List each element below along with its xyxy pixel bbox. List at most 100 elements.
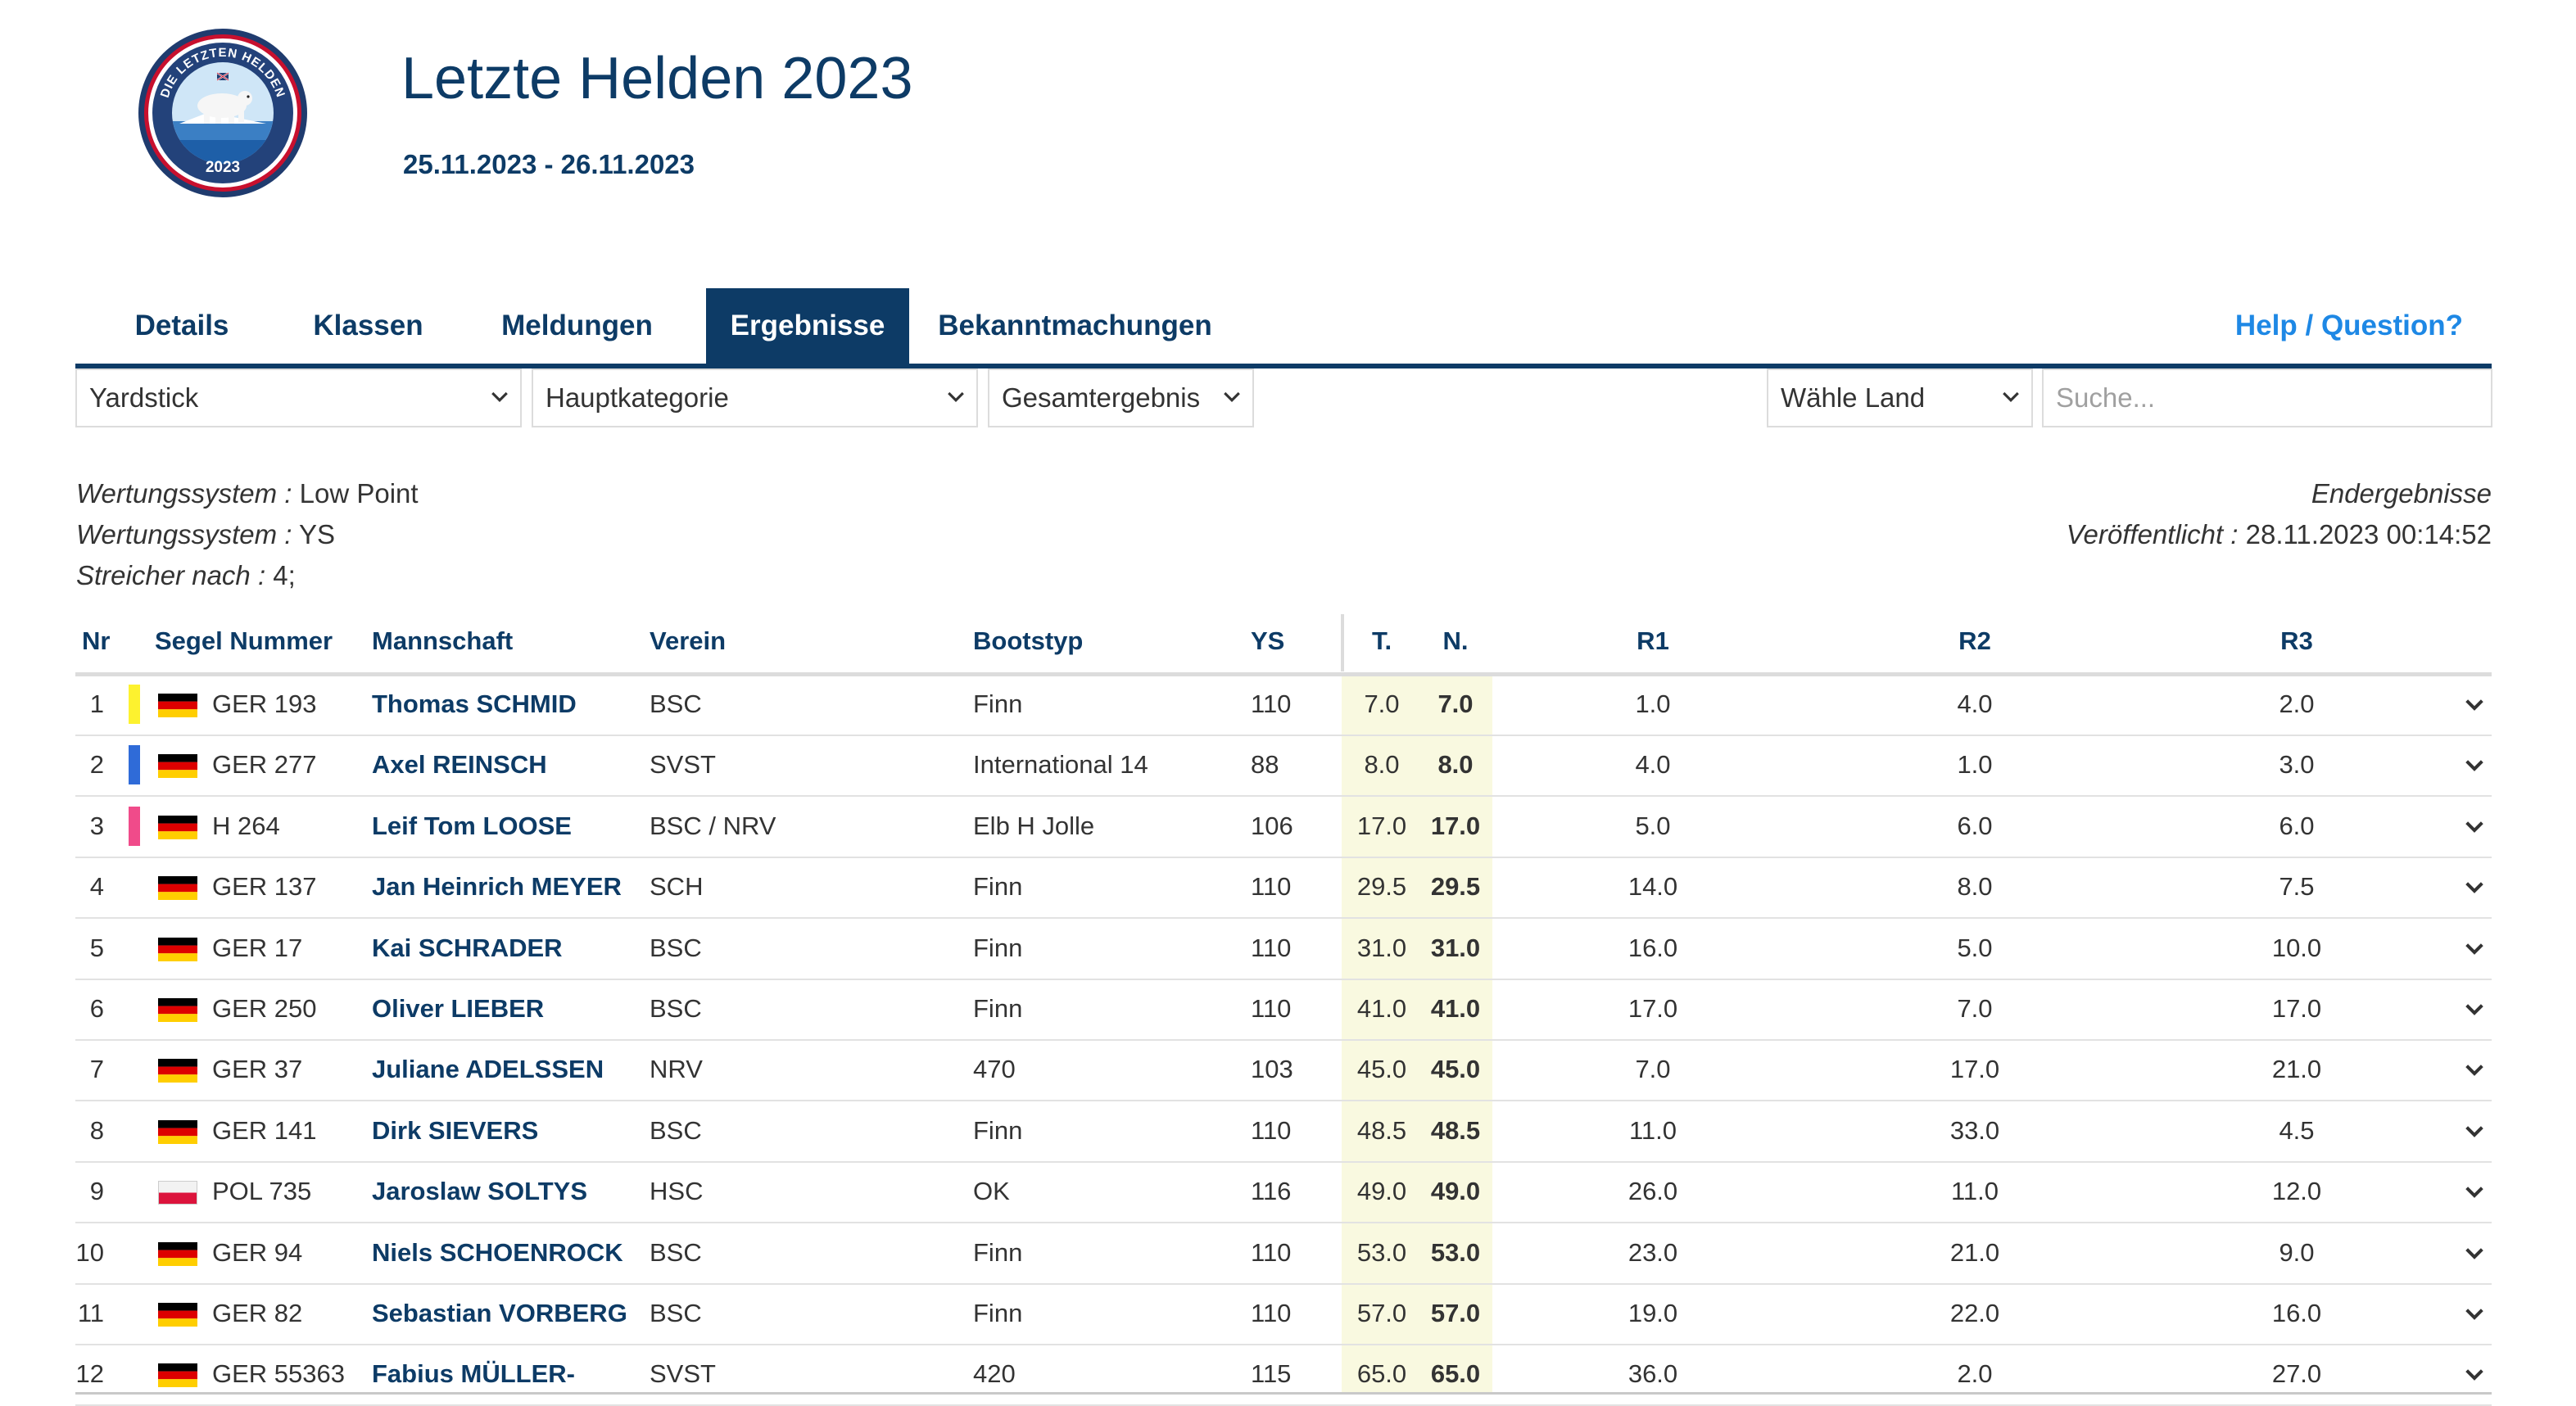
- expand-row-chevron-icon[interactable]: [2461, 814, 2488, 840]
- club: BSC: [650, 689, 702, 718]
- expand-row-chevron-icon[interactable]: [2461, 936, 2488, 962]
- expand-row-chevron-icon[interactable]: [2461, 1057, 2488, 1083]
- club: HSC: [650, 1177, 704, 1206]
- info-line: Wertungssystem : YS: [76, 519, 336, 549]
- tab-klassen[interactable]: Klassen: [313, 310, 423, 341]
- col-club[interactable]: Verein: [650, 626, 727, 655]
- col-nr[interactable]: Nr: [82, 626, 111, 655]
- race-1-score: 16.0: [1628, 933, 1678, 962]
- col-boat-type[interactable]: Bootstyp: [973, 626, 1084, 655]
- crew-name[interactable]: Sebastian VORBERG: [372, 1299, 627, 1327]
- sail-number: POL 735: [212, 1177, 312, 1206]
- help-link[interactable]: Help / Question?: [2234, 310, 2463, 341]
- table-row[interactable]: 9 POL 735 Jaroslaw SOLTYS HSC OK 116 49.0 49.0 2…: [75, 1161, 2492, 1224]
- yardstick: 106: [1251, 811, 1293, 840]
- boat-type: Finn: [973, 1115, 1023, 1145]
- club: SVST: [650, 1359, 716, 1389]
- rank: 1: [89, 689, 104, 718]
- expand-row-chevron-icon[interactable]: [2461, 1119, 2488, 1145]
- yardstick: 110: [1251, 872, 1292, 902]
- table-row[interactable]: 10 GER 94 Niels SCHOENROCK BSC Finn 110 53.0 53…: [75, 1223, 2492, 1285]
- crew-name[interactable]: Jan Heinrich MEYER: [372, 872, 622, 902]
- total-points: 41.0: [1356, 994, 1407, 1023]
- race-1-score: 17.0: [1628, 994, 1678, 1023]
- crew-name[interactable]: Niels SCHOENROCK: [372, 1237, 623, 1267]
- boat-type: Finn: [973, 1299, 1023, 1327]
- table-row[interactable]: 2 GER 277 Axel REINSCH SVST International 14…: [75, 735, 2492, 798]
- col-total[interactable]: T.: [1371, 626, 1392, 655]
- table-row[interactable]: 3 H 264 Leif Tom LOOSE BSC / NRV Elb H Jolle…: [75, 796, 2492, 858]
- net-points: 49.0: [1430, 1177, 1481, 1206]
- crew-name[interactable]: Juliane ADELSSEN: [372, 1055, 604, 1084]
- col-ys[interactable]: YS: [1251, 626, 1285, 655]
- crew-name[interactable]: Oliver LIEBER: [372, 994, 545, 1023]
- race-1-score: 36.0: [1628, 1359, 1678, 1389]
- crew-name[interactable]: Thomas SCHMID: [372, 689, 577, 718]
- club: SVST: [650, 750, 716, 780]
- expand-row-chevron-icon[interactable]: [2461, 875, 2488, 901]
- scoring-select-value: Yardstick: [89, 382, 199, 413]
- table-row[interactable]: 8 GER 141 Dirk SIEVERS BSC Finn 110 48.5 48.5 11…: [75, 1101, 2492, 1163]
- expand-row-chevron-icon[interactable]: [2461, 1179, 2488, 1205]
- race-3-score: 7.5: [2279, 872, 2315, 902]
- table-row[interactable]: 12 GER 55363 Fabius MÜLLER- SVST 420 115 65.0 6…: [75, 1344, 2492, 1406]
- club: NRV: [650, 1055, 703, 1084]
- search-input[interactable]: [2042, 368, 2492, 427]
- crew-name[interactable]: Fabius MÜLLER-: [372, 1359, 575, 1389]
- expand-row-chevron-icon[interactable]: [2461, 1241, 2488, 1267]
- event-logo[interactable]: DIE LETZTEN HELDEN 2023: [137, 27, 309, 199]
- rank: 10: [75, 1237, 104, 1267]
- table-row[interactable]: 7 GER 37 Juliane ADELSSEN NRV 470 103 45.0 45.0…: [75, 1039, 2492, 1102]
- race-3-score: 16.0: [2271, 1299, 2322, 1327]
- boat-type: 420: [973, 1359, 1016, 1389]
- expand-row-chevron-icon[interactable]: [2461, 692, 2488, 718]
- expand-row-chevron-icon[interactable]: [2461, 1362, 2488, 1388]
- crew-name[interactable]: Dirk SIEVERS: [372, 1115, 539, 1145]
- col-r2[interactable]: R2: [1958, 626, 1991, 655]
- event-dates: 25.11.2023 - 26.11.2023: [403, 149, 695, 179]
- chevron-down-icon: [1220, 385, 1244, 409]
- race-3-score: 21.0: [2271, 1055, 2322, 1084]
- expand-row-chevron-icon[interactable]: [2461, 997, 2488, 1023]
- crew-name[interactable]: Leif Tom LOOSE: [372, 811, 572, 840]
- result-type-select[interactable]: Gesamtergebnis: [988, 368, 1254, 427]
- total-points: 53.0: [1356, 1237, 1407, 1267]
- race-1-score: 1.0: [1635, 689, 1671, 718]
- germany-flag-icon: [158, 694, 197, 717]
- page-bottom-border: [75, 1392, 2492, 1395]
- sail-number: GER 17: [212, 933, 303, 962]
- race-3-score: 10.0: [2271, 933, 2322, 962]
- rank: 4: [89, 872, 104, 902]
- table-row[interactable]: 11 GER 82 Sebastian VORBERG BSC Finn 110 57.0 5…: [75, 1283, 2492, 1345]
- race-2-score: 6.0: [1957, 811, 1993, 840]
- chevron-down-icon: [491, 391, 508, 402]
- table-row[interactable]: 6 GER 250 Oliver LIEBER BSC Finn 110 41.0 41.0 1…: [75, 979, 2492, 1041]
- table-row[interactable]: 5 GER 17 Kai SCHRADER BSC Finn 110 31.0 31.0 16.…: [75, 918, 2492, 980]
- col-crew[interactable]: Mannschaft: [372, 626, 514, 655]
- crew-name[interactable]: Axel REINSCH: [372, 750, 547, 780]
- rank: 5: [89, 933, 104, 962]
- col-r1[interactable]: R1: [1637, 626, 1669, 655]
- boat-type: OK: [973, 1177, 1010, 1206]
- total-points: 49.0: [1356, 1177, 1407, 1206]
- tab-meldungen[interactable]: Meldungen: [501, 310, 653, 341]
- crew-name[interactable]: Jaroslaw SOLTYS: [372, 1177, 588, 1206]
- crew-name[interactable]: Kai SCHRADER: [372, 933, 563, 962]
- country-select[interactable]: Wähle Land: [1767, 368, 2033, 427]
- boat-type: Finn: [973, 933, 1023, 962]
- col-r3[interactable]: R3: [2280, 626, 2313, 655]
- tab-details[interactable]: Details: [134, 310, 229, 341]
- table-row[interactable]: 1 GER 193 Thomas SCHMID BSC Finn 110 7.0 7.0 1.0…: [75, 674, 2492, 736]
- scoring-select[interactable]: Yardstick: [75, 368, 522, 427]
- yardstick: 110: [1251, 689, 1292, 718]
- expand-row-chevron-icon[interactable]: [2461, 1301, 2488, 1327]
- sail-number: GER 141: [212, 1115, 317, 1145]
- tab-bekanntmachungen[interactable]: Bekanntmachungen: [938, 310, 1212, 341]
- table-row[interactable]: 4 GER 137 Jan Heinrich MEYER SCH Finn 110 29.5…: [75, 857, 2492, 920]
- col-sail-number[interactable]: Segel Nummer: [155, 626, 333, 655]
- expand-row-chevron-icon[interactable]: [2461, 753, 2488, 779]
- col-net[interactable]: N.: [1442, 626, 1469, 655]
- yardstick: 110: [1251, 933, 1292, 962]
- category-select[interactable]: Hauptkategorie: [532, 368, 978, 427]
- tab-ergebnisse[interactable]: Ergebnisse: [706, 288, 909, 364]
